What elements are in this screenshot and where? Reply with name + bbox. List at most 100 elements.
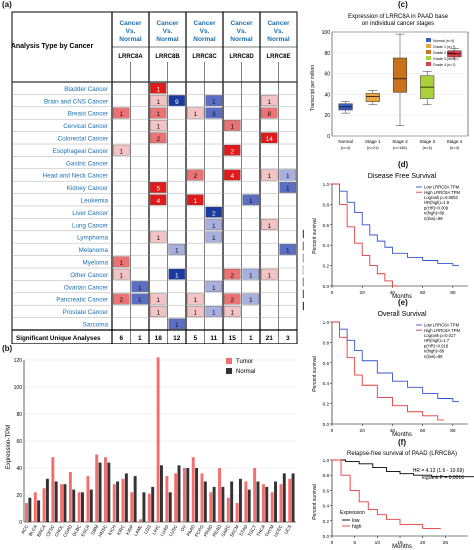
d-plot-ytick: 0.6 [323, 223, 330, 228]
d-plot-curve-high-lrrc8a-tpm [332, 183, 399, 287]
e-plot-ytick: 0.4 [323, 381, 330, 386]
oncomine-cell-value: 2 [230, 272, 234, 279]
oncomine-cell-value: 1 [212, 99, 216, 106]
cancer-type-label[interactable]: Lymphoma [77, 235, 108, 242]
cancer-type-label[interactable]: Gastric Cancer [66, 160, 108, 167]
significant-count: 1 [138, 335, 142, 342]
gene-name: LRRC8E [266, 54, 290, 60]
c-xtick: Stage 3 [419, 139, 435, 144]
c-n-label: (n=4) [422, 145, 432, 150]
f-plot-curve-low [332, 459, 474, 478]
cancer-type-label[interactable]: Cervical Cancer [63, 123, 108, 130]
e-plot-ytick: 0.2 [323, 402, 330, 407]
cancer-type-label[interactable]: Head and Neck Cancer [43, 173, 108, 180]
cancer-type-label[interactable]: Brain and CNS Cancer [44, 98, 108, 105]
b-bar-normal [291, 473, 295, 522]
cancer-vs-normal-label: Vs. [274, 28, 284, 35]
b-bar-tumor [253, 468, 257, 522]
oncomine-cell [131, 293, 148, 305]
oncomine-cell-value: 1 [230, 124, 234, 131]
oncomine-cell [279, 169, 296, 181]
oncomine-cell-value: 1 [286, 186, 290, 193]
f-plot-ytick: 0.0 [323, 534, 330, 539]
cancer-type-label[interactable]: Kidney Cancer [67, 185, 108, 192]
oncomine-cell-value: 3 [212, 111, 216, 118]
f-ylabel: Percent survival [312, 484, 318, 520]
cancer-type-label[interactable]: Colorectal Cancer [58, 136, 108, 143]
f-plot-ytick: 1.0 [323, 458, 330, 463]
cancer-type-label[interactable]: Melanoma [79, 247, 109, 254]
cancer-type-label[interactable]: Ovarian Cancer [64, 284, 108, 291]
oncomine-cell [205, 219, 222, 230]
cancer-type-label[interactable]: Pancreatic Cancer [56, 297, 108, 304]
tpm-bar-chart: 0 20 40 60 80 100 120 ACCBLCABRCACESCCHOLCOADDL… [6, 357, 296, 538]
b-bar-normal [107, 462, 111, 522]
rfs-km-plot: Relapse-free survival of PAAD (LRRC8A) 0… [312, 451, 474, 550]
cancer-type-label[interactable]: Bladder Cancer [64, 86, 108, 93]
b-xtick: BLCA [28, 523, 39, 537]
oncomine-cell [205, 206, 222, 218]
oncomine-cell [168, 268, 185, 280]
f-legend-title: Expression [340, 510, 365, 516]
oncomine-cell-value: 2 [212, 210, 216, 217]
cancer-type-label[interactable]: Esophageal Cancer [53, 148, 108, 155]
oncomine-cell-value: 1 [175, 322, 179, 329]
f-plot-xtick: 15 [397, 540, 403, 546]
table-frame [11, 11, 298, 344]
f-plot-xtick: 10 [375, 540, 381, 546]
b-bar-normal [212, 486, 216, 522]
f-title: Relapse-free survival of PAAD (LRRC8A) [347, 451, 457, 457]
f-plot-ytick: 0.4 [323, 504, 330, 509]
c-xtick: Normal [338, 139, 353, 144]
cancer-type-label[interactable]: Lung Cancer [72, 222, 108, 229]
cancer-type-label[interactable]: Sarcoma [83, 322, 109, 329]
significant-label: Significant Unique Analyses [16, 335, 101, 342]
oncomine-cell-value: 1 [119, 260, 123, 267]
oncomine-cell [242, 293, 259, 305]
cancer-type-label[interactable]: Breast Cancer [68, 111, 108, 118]
oncomine-cell [150, 293, 167, 305]
cancer-vs-normal-label: Vs. [200, 28, 210, 35]
c-legend-label: Grade 1 (n=?) [433, 45, 455, 49]
b-bar-normal [124, 473, 128, 522]
c-n-label: (n=4) [341, 145, 351, 150]
f-plot-xtick: 20 [420, 540, 426, 546]
cancer-type-label[interactable]: Prostate Cancer [63, 309, 109, 316]
significant-count: 12 [173, 335, 181, 342]
oncomine-cell [224, 144, 241, 156]
b-bar-tumor [200, 473, 204, 522]
c-box [392, 57, 408, 93]
b-bar-normal [186, 468, 190, 522]
oncomine-cell [261, 95, 278, 106]
b-bar-tumor [104, 457, 107, 522]
b-bar-tumor [279, 484, 283, 522]
gene-name: LRRC8B [155, 54, 180, 60]
e-plot-xtick: 60 [420, 428, 426, 434]
c-legend-label: Grade 2 (n=?) [433, 51, 455, 55]
oncomine-cell [261, 268, 278, 280]
cancer-type-label[interactable]: Liver Cancer [72, 210, 108, 217]
d-plot-ytick: 0.4 [323, 243, 330, 248]
oncomine-cell [150, 82, 167, 94]
panel-d-label: (d) [398, 160, 409, 169]
b-bar-normal [116, 481, 120, 522]
cancer-type-label[interactable]: Myeloma [82, 260, 108, 267]
f-plot-xtick: 0 [331, 540, 334, 546]
oncomine-cell-value: 2 [119, 297, 123, 304]
oncomine-cell [224, 268, 241, 280]
oncomine-cell-value: 1 [286, 248, 290, 255]
cancer-type-label[interactable]: Other Cancer [70, 272, 108, 279]
oncomine-cell [224, 120, 241, 131]
legend-swatch [302, 277, 304, 287]
b-bar-normal [37, 500, 41, 522]
b-xtick: UCS [283, 524, 292, 535]
significant-count: 21 [266, 335, 274, 342]
oncomine-cell-value: 14 [266, 136, 274, 143]
b-ytick: 0 [19, 520, 22, 526]
c-legend-swatch [426, 50, 431, 54]
oncomine-cell [205, 95, 222, 106]
b-bar-tumor [270, 492, 274, 522]
oncomine-cell-value: 5 [156, 186, 160, 193]
b-xtick: PRAD [203, 523, 214, 537]
cancer-type-label[interactable]: Leukemia [81, 198, 109, 205]
